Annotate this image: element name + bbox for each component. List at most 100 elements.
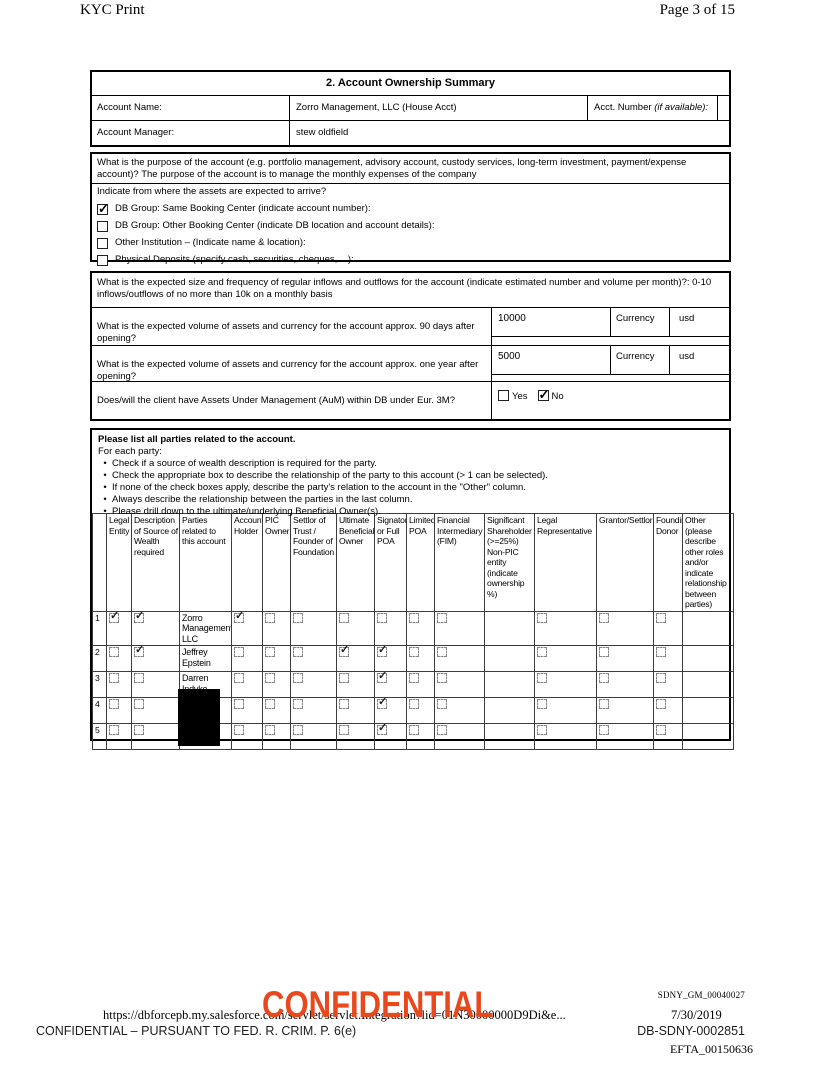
checkbox-settlor[interactable]: [293, 647, 303, 657]
checkbox-signatory[interactable]: [377, 699, 387, 709]
checkbox-ubo[interactable]: [339, 699, 349, 709]
table-row: 5: [92, 723, 734, 750]
checkbox-account-holder[interactable]: [234, 699, 244, 709]
other-cell[interactable]: [682, 697, 734, 724]
checkbox-other-booking-center[interactable]: [97, 220, 108, 232]
checkbox-settlor[interactable]: [293, 673, 303, 683]
checkbox-ubo[interactable]: [339, 647, 349, 657]
checkbox-pic-owner[interactable]: [265, 612, 275, 623]
checkbox-signatory[interactable]: [377, 647, 387, 657]
checkbox-grantor-settlor[interactable]: [599, 699, 609, 709]
checkbox-account-holder[interactable]: [234, 725, 244, 735]
checkbox-legal-representative[interactable]: [537, 725, 547, 735]
checkbox-grantor-settlor[interactable]: [599, 725, 609, 735]
checkbox-fim[interactable]: [437, 699, 447, 709]
account-manager-value[interactable]: stew oldfield: [289, 121, 729, 145]
significant-shareholder-cell[interactable]: [484, 610, 535, 646]
checkbox-founding-donor[interactable]: [656, 612, 666, 623]
checkbox-fim[interactable]: [437, 612, 447, 623]
checkbox-legal-entity[interactable]: [109, 647, 119, 657]
significant-shareholder-cell[interactable]: [484, 671, 535, 698]
col-legal-entity: Legal Entity: [106, 513, 132, 612]
checkbox-legal-entity[interactable]: [109, 699, 119, 709]
account-name-value[interactable]: Zorro Management, LLC (House Acct): [289, 96, 587, 120]
volume-90-value[interactable]: 10000: [498, 313, 526, 324]
volume-one-year-value[interactable]: 5000: [498, 351, 521, 362]
checkbox-pic-owner[interactable]: [265, 673, 275, 683]
other-cell[interactable]: [682, 723, 734, 750]
volume-one-year-currency[interactable]: usd: [679, 351, 695, 362]
bates-number-sdny-gm: SDNY_GM_00040027: [657, 990, 745, 1000]
checkbox-source-of-wealth[interactable]: [134, 612, 144, 623]
table-row: 2 Jeffrey Epstein: [92, 645, 734, 672]
other-cell[interactable]: [682, 671, 734, 698]
checkbox-legal-entity[interactable]: [109, 673, 119, 683]
col-grantor-settlor: Grantor/Settlor: [596, 513, 654, 612]
checkbox-ubo[interactable]: [339, 725, 349, 735]
row-number: 5: [92, 723, 107, 750]
checkbox-signatory[interactable]: [377, 725, 387, 735]
checkbox-pic-owner[interactable]: [265, 725, 275, 735]
checkbox-signatory[interactable]: [377, 612, 387, 623]
checkbox-aum-no[interactable]: [537, 387, 549, 403]
account-identity-section: 2. Account Ownership Summary Account Nam…: [90, 70, 731, 147]
checkbox-legal-entity[interactable]: [109, 612, 119, 623]
checkbox-pic-owner[interactable]: [265, 647, 275, 657]
checkbox-grantor-settlor[interactable]: [599, 647, 609, 657]
checkbox-aum-yes[interactable]: [498, 390, 509, 401]
checkbox-legal-representative[interactable]: [537, 699, 547, 709]
volume-90-currency[interactable]: usd: [679, 313, 695, 324]
checkbox-settlor[interactable]: [293, 725, 303, 735]
significant-shareholder-cell[interactable]: [484, 723, 535, 750]
checkbox-legal-representative[interactable]: [537, 673, 547, 683]
checkbox-settlor[interactable]: [293, 612, 303, 623]
checkbox-legal-representative[interactable]: [537, 647, 547, 657]
checkbox-limited-poa[interactable]: [409, 673, 419, 683]
checkbox-account-holder[interactable]: [234, 612, 244, 623]
parties-instructions-title: Please list all parties related to the a…: [98, 434, 296, 445]
checkbox-ubo[interactable]: [339, 673, 349, 683]
party-name[interactable]: Zorro Management, LLC: [179, 610, 232, 646]
checkbox-source-of-wealth[interactable]: [134, 699, 144, 709]
checkbox-source-of-wealth[interactable]: [134, 725, 144, 735]
significant-shareholder-cell[interactable]: [484, 697, 535, 724]
aum-question: Does/will the client have Assets Under M…: [92, 382, 492, 419]
checkbox-source-of-wealth[interactable]: [134, 647, 144, 657]
volumes-section: What is the expected size and frequency …: [90, 271, 731, 421]
other-cell[interactable]: [682, 645, 734, 672]
col-parties: Parties related to this account: [179, 513, 232, 612]
significant-shareholder-cell[interactable]: [484, 645, 535, 672]
table-row: 3 Darren Indyke: [92, 671, 734, 698]
checkbox-founding-donor[interactable]: [656, 647, 666, 657]
checkbox-pic-owner[interactable]: [265, 699, 275, 709]
checkbox-limited-poa[interactable]: [409, 725, 419, 735]
checkbox-account-holder[interactable]: [234, 673, 244, 683]
checkbox-limited-poa[interactable]: [409, 647, 419, 657]
checkbox-ubo[interactable]: [339, 612, 349, 623]
asset-origin-block: Indicate from where the assets are expec…: [92, 183, 729, 266]
checkbox-grantor-settlor[interactable]: [599, 673, 609, 683]
checkbox-same-booking-center[interactable]: [97, 201, 109, 217]
page-number: Page 3 of 15: [659, 2, 735, 18]
checkbox-account-holder[interactable]: [234, 647, 244, 657]
checkbox-signatory[interactable]: [377, 673, 387, 683]
checkbox-legal-representative[interactable]: [537, 612, 547, 623]
checkbox-founding-donor[interactable]: [656, 699, 666, 709]
checkbox-fim[interactable]: [437, 673, 447, 683]
checkbox-source-of-wealth[interactable]: [134, 673, 144, 683]
checkbox-limited-poa[interactable]: [409, 612, 419, 623]
checkbox-grantor-settlor[interactable]: [599, 612, 609, 623]
checkbox-limited-poa[interactable]: [409, 699, 419, 709]
checkbox-fim[interactable]: [437, 647, 447, 657]
checkbox-physical-deposits[interactable]: [97, 254, 108, 266]
checkbox-legal-entity[interactable]: [109, 725, 119, 735]
print-date: 7/30/2019: [671, 1008, 722, 1022]
other-cell[interactable]: [682, 610, 734, 646]
party-name[interactable]: Jeffrey Epstein: [179, 645, 232, 672]
checkbox-fim[interactable]: [437, 725, 447, 735]
checkbox-founding-donor[interactable]: [656, 673, 666, 683]
acct-number-value[interactable]: [717, 96, 729, 120]
checkbox-settlor[interactable]: [293, 699, 303, 709]
checkbox-founding-donor[interactable]: [656, 725, 666, 735]
checkbox-other-institution[interactable]: [97, 237, 108, 249]
